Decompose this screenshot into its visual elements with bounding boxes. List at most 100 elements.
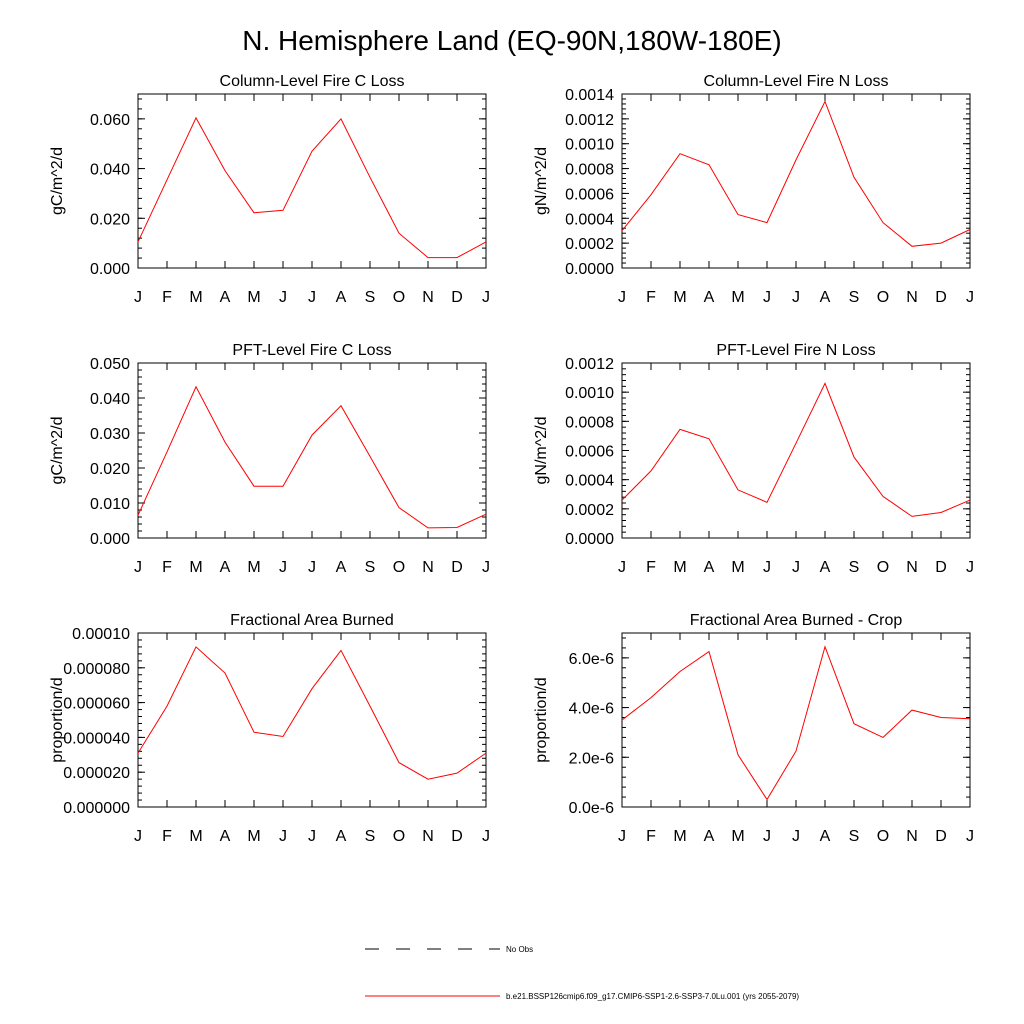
panels: Column-Level Fire C Loss gC/m^2/d 0.000 0.0… — [49, 73, 974, 845]
x-tick-label: A — [820, 289, 831, 306]
y-axis-label: gC/m^2/d — [49, 147, 66, 215]
x-tick-label: F — [646, 828, 656, 845]
x-tick-label: S — [849, 559, 860, 576]
y-tick-label: 0.010 — [90, 496, 130, 513]
plot-frame — [137, 362, 487, 539]
y-tick-label: 2.0e-6 — [569, 750, 614, 767]
y-tick-label: 0.0004 — [565, 473, 614, 490]
x-tick-label: J — [279, 559, 287, 576]
x-tick-label: J — [763, 559, 771, 576]
panel-title: PFT-Level Fire N Loss — [716, 342, 875, 359]
x-tick-label: O — [877, 289, 889, 306]
x-tick-label: A — [220, 559, 231, 576]
y-tick-label: 0.040 — [90, 391, 130, 408]
plot-frame — [621, 362, 971, 539]
series-line — [137, 646, 487, 780]
x-tick-label: J — [763, 289, 771, 306]
y-tick-label: 0.020 — [90, 211, 130, 228]
y-tick-label: 0.0014 — [565, 87, 614, 104]
plot-frame — [621, 93, 971, 269]
y-axis-label: gN/m^2/d — [533, 147, 550, 215]
y-tick-label: 0.0010 — [565, 137, 614, 154]
chart-panel-1: Column-Level Fire C Loss gC/m^2/d 0.000 0.0… — [49, 73, 490, 306]
y-tick-label: 0.0002 — [565, 236, 614, 253]
y-tick-label: 0.020 — [90, 461, 130, 478]
x-tick-label: O — [877, 828, 889, 845]
x-tick-label: A — [220, 828, 231, 845]
y-tick-label: 6.0e-6 — [569, 651, 614, 668]
x-tick-label: J — [134, 289, 142, 306]
x-tick-label: J — [792, 559, 800, 576]
x-tick-label: N — [906, 289, 918, 306]
x-tick-label: M — [673, 289, 686, 306]
x-tick-label: A — [220, 289, 231, 306]
chart-panel-2: Column-Level Fire N Loss gN/m^2/d 0.0000 0.… — [533, 73, 974, 306]
x-tick-label: J — [308, 289, 316, 306]
y-tick-label: 0.0006 — [565, 186, 614, 203]
x-tick-label: J — [482, 289, 490, 306]
x-tick-label: J — [134, 828, 142, 845]
x-tick-label: J — [279, 289, 287, 306]
x-tick-label: O — [393, 828, 405, 845]
x-tick-label: J — [482, 828, 490, 845]
chart-panel-3: PFT-Level Fire C Loss gC/m^2/d 0.000 0.010 0… — [49, 342, 490, 576]
y-tick-label: 0.0012 — [565, 112, 614, 129]
x-tick-label: M — [189, 289, 202, 306]
y-tick-label: 0.000 — [90, 261, 130, 278]
x-tick-label: M — [731, 289, 744, 306]
x-tick-label: F — [162, 559, 172, 576]
series-line — [137, 385, 487, 529]
x-tick-label: A — [704, 559, 715, 576]
y-tick-label: 0.000040 — [63, 730, 130, 747]
panel-title: Column-Level Fire N Loss — [704, 73, 889, 90]
chart-panel-5: Fractional Area Burnedproportion/d0.0000… — [49, 612, 490, 845]
y-tick-label: 0.00010 — [72, 626, 130, 643]
x-tick-label: A — [336, 828, 347, 845]
x-tick-label: J — [618, 559, 626, 576]
x-tick-label: M — [247, 559, 260, 576]
x-tick-label: J — [966, 828, 974, 845]
y-tick-label: 0.0000 — [565, 261, 614, 278]
x-tick-label: J — [279, 828, 287, 845]
x-tick-label: M — [189, 828, 202, 845]
y-tick-label: 0.0012 — [565, 356, 614, 373]
x-tick-label: S — [365, 559, 376, 576]
x-tick-label: J — [308, 828, 316, 845]
x-tick-label: N — [422, 559, 434, 576]
y-tick-label: 0.040 — [90, 162, 130, 179]
x-tick-label: O — [393, 289, 405, 306]
x-tick-label: O — [877, 559, 889, 576]
x-tick-label: D — [451, 828, 463, 845]
x-tick-label: J — [966, 289, 974, 306]
y-tick-label: 0.0004 — [565, 211, 614, 228]
y-tick-label: 0.0006 — [565, 444, 614, 461]
x-tick-label: N — [906, 828, 918, 845]
x-tick-label: A — [704, 289, 715, 306]
chart-panel-6: Fractional Area Burned - Crop proportion/… — [533, 612, 974, 845]
y-tick-label: 0.0008 — [565, 414, 614, 431]
x-tick-label: M — [247, 289, 260, 306]
y-tick-label: 0.060 — [90, 112, 130, 129]
x-tick-label: M — [673, 559, 686, 576]
x-tick-label: M — [731, 559, 744, 576]
x-tick-label: F — [162, 289, 172, 306]
y-axis-label: proportion/d — [533, 677, 550, 762]
y-tick-label: 0.000060 — [63, 696, 130, 713]
plot-frame — [621, 632, 971, 808]
panel-title: Fractional Area Burned - Crop — [690, 612, 903, 629]
legend-label-model: b.e21.BSSP126cmip6.f09_g17.CMIP6-SSP1-2.… — [506, 992, 799, 1001]
panel-title: Column-Level Fire C Loss — [220, 73, 405, 90]
panel-title: Fractional Area Burned — [230, 612, 394, 629]
y-tick-label: 4.0e-6 — [569, 701, 614, 718]
x-tick-label: M — [731, 828, 744, 845]
series-line — [621, 382, 971, 517]
series-line — [621, 645, 971, 801]
series-line — [621, 100, 971, 247]
figure-title: N. Hemisphere Land (EQ-90N,180W-180E) — [242, 25, 782, 56]
series-line — [137, 116, 487, 259]
x-tick-label: J — [966, 559, 974, 576]
legend: No Obs b.e21.BSSP126cmip6.f09_g17.CMIP6-… — [365, 945, 799, 1001]
x-tick-label: S — [849, 289, 860, 306]
x-tick-label: N — [422, 828, 434, 845]
